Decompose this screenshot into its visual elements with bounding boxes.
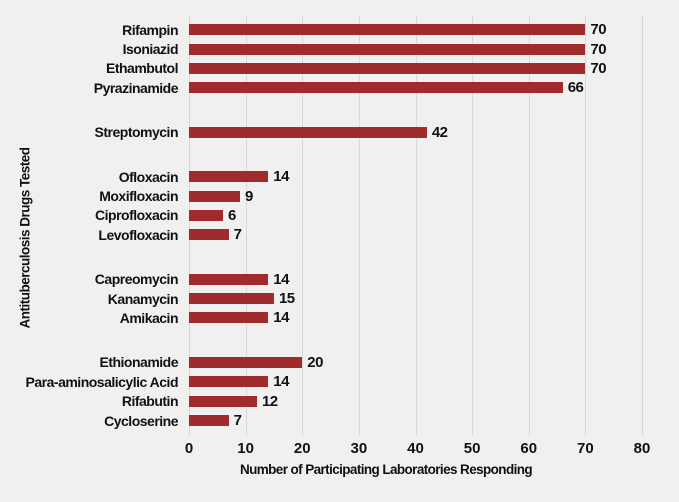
plot-area — [189, 16, 643, 436]
bar — [189, 209, 223, 221]
gridline — [358, 16, 360, 436]
bar-row: Ethionamide 20 — [0, 353, 679, 372]
bar — [189, 356, 303, 368]
x-tick-label: 30 — [350, 440, 368, 457]
bar-value: 14 — [273, 168, 289, 186]
bar — [189, 190, 240, 202]
bar-label: Moxifloxacin — [99, 188, 178, 205]
bar-row: Rifabutin 12 — [0, 391, 679, 410]
bar-group: Ofloxacin 14 Moxifloxacin 9 Ciprofloxacin 6 Le… — [0, 167, 679, 245]
bar — [189, 395, 257, 407]
gridline — [472, 16, 474, 436]
bar-row: Ofloxacin 14 — [0, 167, 679, 186]
bar-label: Rifabutin — [121, 393, 179, 410]
bar-row: Moxifloxacin 9 — [0, 186, 679, 205]
bar-label: Capreomycin — [94, 271, 179, 288]
x-tick-label: 60 — [520, 440, 538, 457]
bar-label: Rifampin — [122, 21, 178, 38]
bar-value: 14 — [273, 373, 289, 391]
bar-group: Streptomycin 42 — [0, 123, 679, 142]
bar-label: Isoniazid — [122, 41, 179, 58]
bar — [189, 82, 563, 94]
gridline — [415, 16, 417, 436]
bar — [189, 62, 586, 74]
gridline — [642, 16, 643, 436]
gridline — [585, 16, 587, 436]
bar — [189, 376, 269, 388]
bar — [189, 229, 229, 241]
bar-label: Cycloserine — [104, 412, 178, 429]
x-axis-title: Number of Participating Laboratories Res… — [239, 462, 533, 477]
bar — [189, 171, 269, 183]
bar-row: Para-aminosalicylic Acid 14 — [0, 372, 679, 391]
x-tick-label: 20 — [293, 440, 311, 457]
x-tick-label: 80 — [633, 440, 651, 457]
bar-label: Ciprofloxacin — [95, 207, 178, 224]
bar-rows: Rifampin 70 Isoniazid 70 Ethambutol 70 Pyrazin… — [0, 16, 679, 430]
bar-value: 12 — [261, 392, 278, 410]
bar-value: 7 — [233, 226, 242, 244]
gridline — [302, 16, 304, 436]
bar-label: Amikacin — [119, 309, 179, 326]
bar-label: Ofloxacin — [118, 168, 179, 185]
x-tick-label: 0 — [184, 440, 194, 457]
bar-value: 14 — [273, 270, 289, 288]
bar-row: Kanamycin 15 — [0, 289, 679, 308]
bar-row: Levofloxacin 7 — [0, 225, 679, 244]
bar-label: Ethambutol — [106, 60, 179, 77]
bar — [189, 43, 586, 55]
bar — [189, 293, 274, 305]
bar-value: 20 — [307, 353, 323, 371]
bar-label: Kanamycin — [107, 290, 179, 307]
bar — [189, 273, 269, 285]
bar-value: 42 — [431, 123, 448, 141]
x-axis-ticks: 0 10 20 30 40 50 60 70 80 — [0, 440, 679, 458]
bar-value: 66 — [567, 79, 584, 97]
bar-label: Para-aminosalicylic Acid — [25, 373, 179, 390]
x-tick-label: 50 — [463, 440, 481, 457]
bar-value: 9 — [244, 187, 253, 205]
x-tick-label: 40 — [407, 440, 424, 457]
bar-row: Cycloserine 7 — [0, 411, 679, 430]
bar-label: Levofloxacin — [98, 226, 178, 243]
bar-value: 6 — [227, 206, 236, 224]
bar-row: Isoniazid 70 — [0, 39, 679, 58]
x-tick-label: 10 — [237, 440, 254, 457]
bar-value: 70 — [590, 40, 607, 58]
bar — [189, 24, 586, 36]
bar-row: Ciprofloxacin 6 — [0, 206, 679, 225]
bar-value: 70 — [590, 59, 607, 77]
bar-label: Streptomycin — [94, 124, 179, 141]
bar-label: Pyrazinamide — [93, 79, 179, 96]
bar-row: Streptomycin 42 — [0, 123, 679, 142]
gridline — [189, 16, 190, 436]
bar-row: Pyrazinamide 66 — [0, 78, 679, 97]
gridline — [245, 16, 247, 436]
bar-value: 7 — [233, 412, 242, 430]
bar-label: Ethionamide — [99, 354, 178, 371]
bar — [189, 312, 269, 324]
bar-group: Rifampin 70 Isoniazid 70 Ethambutol 70 Pyrazin… — [0, 20, 679, 98]
bar-row: Rifampin 70 — [0, 20, 679, 39]
bar-value: 15 — [278, 290, 295, 308]
bar-value: 70 — [590, 21, 607, 39]
bar-group: Ethionamide 20 Para-aminosalicylic Acid 14 R… — [0, 353, 679, 431]
gridline — [528, 16, 530, 436]
bar-row: Capreomycin 14 — [0, 270, 679, 289]
bar-value: 14 — [273, 309, 289, 327]
bar — [189, 126, 427, 138]
bar-row: Ethambutol 70 — [0, 59, 679, 78]
bar-row: Amikacin 14 — [0, 308, 679, 327]
bar — [189, 415, 229, 427]
x-tick-label: 70 — [577, 440, 594, 457]
bar-group: Capreomycin 14 Kanamycin 15 Amikacin 14 — [0, 270, 679, 328]
